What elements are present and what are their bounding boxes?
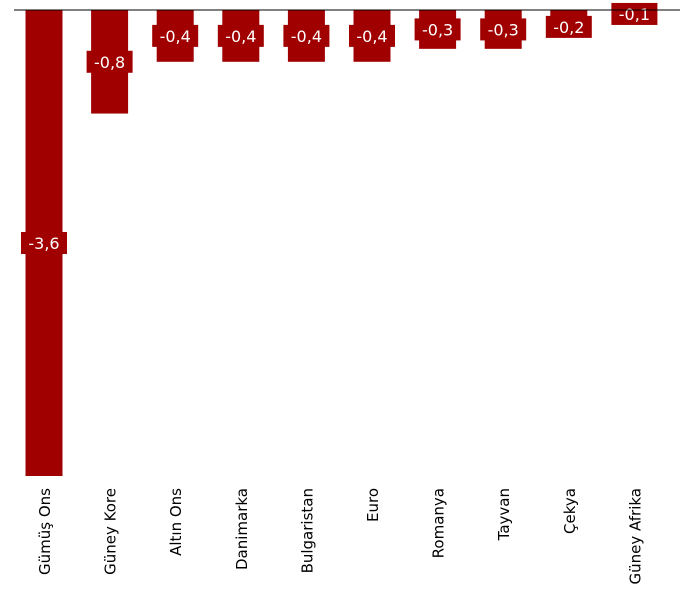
data-label-bg <box>152 24 199 47</box>
data-label-text: -0,4 <box>225 27 256 46</box>
data-label-2: -0,4 <box>152 24 199 47</box>
data-label-4: -0,4 <box>283 24 330 47</box>
category-tick-label: Güney Afrika <box>626 488 644 584</box>
category-tick-label: Güney Kore <box>102 488 120 575</box>
data-label-text: -0,1 <box>619 5 650 24</box>
data-label-8: -0,2 <box>545 15 592 38</box>
data-label-bg <box>545 15 592 38</box>
category-tick-label: Romanya <box>430 488 448 558</box>
data-label-7: -0,3 <box>480 18 527 41</box>
data-label-bg <box>414 18 461 41</box>
data-label-0: -3,6 <box>21 232 67 254</box>
data-label-text: -0,2 <box>553 18 584 37</box>
data-label-text: -0,4 <box>356 27 387 46</box>
data-label-bg <box>283 24 330 47</box>
data-label-text: -0,4 <box>160 27 191 46</box>
data-label-bg <box>217 24 264 47</box>
category-tick-label: Tayvan <box>495 488 513 541</box>
data-label-bg <box>21 232 67 254</box>
category-tick-label: Çekya <box>561 488 579 534</box>
category-tick-label: Altın Ons <box>167 488 185 556</box>
data-label-text: -0,8 <box>94 53 125 72</box>
data-label-bg <box>480 18 527 41</box>
category-tick-label: Euro <box>364 488 382 522</box>
data-label-6: -0,3 <box>414 18 461 41</box>
data-label-text: -0,4 <box>291 27 322 46</box>
data-label-9: -0,1 <box>611 2 658 25</box>
data-label-bg <box>86 50 133 73</box>
data-label-text: -0,3 <box>422 20 453 39</box>
category-tick-label: Gümüş Ons <box>36 488 54 575</box>
data-label-bg <box>349 24 395 47</box>
data-label-5: -0,4 <box>349 24 395 47</box>
data-label-text: -0,3 <box>488 20 519 39</box>
data-label-3: -0,4 <box>217 24 264 47</box>
data-label-1: -0,8 <box>86 50 133 73</box>
data-label-text: -3,6 <box>28 234 59 253</box>
category-tick-label: Danimarka <box>233 488 251 570</box>
data-label-bg <box>611 2 658 25</box>
category-tick-label: Bulgaristan <box>298 488 316 573</box>
